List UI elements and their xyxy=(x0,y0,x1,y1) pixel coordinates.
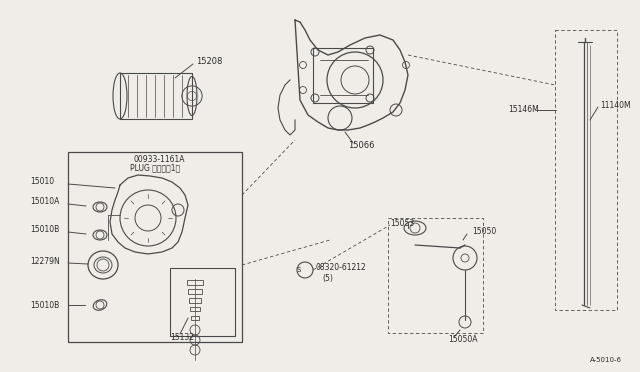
Text: S: S xyxy=(297,267,301,273)
Text: 15010B: 15010B xyxy=(30,301,60,310)
Text: 15053: 15053 xyxy=(390,219,414,228)
Text: 15066: 15066 xyxy=(348,141,374,150)
Bar xyxy=(191,316,199,320)
Text: 08320-61212: 08320-61212 xyxy=(316,263,367,273)
Bar xyxy=(187,280,203,285)
Text: 15010B: 15010B xyxy=(30,225,60,234)
Text: 15050A: 15050A xyxy=(448,336,477,344)
Bar xyxy=(188,289,202,294)
Text: 15010A: 15010A xyxy=(30,198,60,206)
Text: 15132: 15132 xyxy=(170,333,194,341)
Text: PLUG プラグ（1）: PLUG プラグ（1） xyxy=(130,164,180,173)
Text: 15208: 15208 xyxy=(196,58,222,67)
Bar xyxy=(68,152,242,342)
Text: 15010: 15010 xyxy=(30,177,54,186)
Bar xyxy=(313,48,373,103)
Text: A-5010-6: A-5010-6 xyxy=(590,357,622,363)
Text: 12279N: 12279N xyxy=(30,257,60,266)
Bar xyxy=(189,298,201,303)
Bar xyxy=(120,73,192,119)
Text: 15050: 15050 xyxy=(472,228,496,237)
Bar xyxy=(555,30,617,310)
Text: (5): (5) xyxy=(322,273,333,282)
Text: 00933-1161A: 00933-1161A xyxy=(133,154,184,164)
Text: 15146M: 15146M xyxy=(508,106,539,115)
Bar xyxy=(170,268,235,336)
Bar xyxy=(388,218,483,333)
Text: 11140M: 11140M xyxy=(600,100,630,109)
Bar xyxy=(190,307,200,311)
